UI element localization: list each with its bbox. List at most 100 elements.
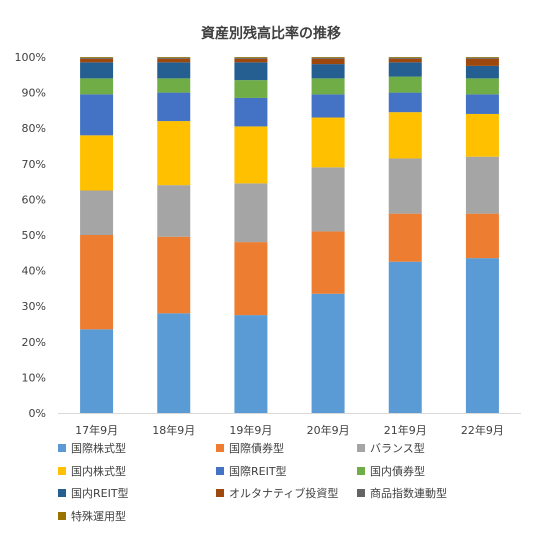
bar-segment xyxy=(388,57,422,58)
bar-segment xyxy=(234,57,268,59)
y-tick-label: 20% xyxy=(22,336,46,349)
bar-segment xyxy=(234,58,268,63)
x-axis: 17年9月 18年9月 19年9月 20年9月 21年9月 22年9月 xyxy=(58,413,521,437)
bar-segment xyxy=(234,242,268,316)
bar-segment xyxy=(388,112,422,159)
bar-segment xyxy=(311,117,345,168)
bar-segment xyxy=(157,92,191,122)
legend-swatch xyxy=(216,489,224,497)
legend-swatch xyxy=(357,489,365,497)
bar-segment xyxy=(388,57,422,59)
bar-segment xyxy=(311,231,345,294)
legend-swatch xyxy=(58,467,66,475)
bar-segment xyxy=(465,58,499,66)
bar-segment xyxy=(80,57,114,58)
legend-swatch xyxy=(58,444,66,452)
bar-segment xyxy=(388,58,422,63)
bar-segment xyxy=(311,94,345,118)
legend-item: 国内REIT型 xyxy=(58,485,129,501)
bar-segment xyxy=(388,158,422,214)
y-tick-label: 10% xyxy=(22,371,46,384)
legend-label: 国際債券型 xyxy=(229,442,284,455)
legend-label: 商品指数連動型 xyxy=(370,487,447,500)
legend-item: 国際株式型 xyxy=(58,440,126,456)
bar-segment xyxy=(80,135,114,191)
x-tick-label: 17年9月 xyxy=(75,423,118,437)
y-tick-label: 90% xyxy=(22,87,46,100)
bar-segment xyxy=(465,156,499,214)
y-tick-label: 70% xyxy=(22,158,46,171)
legend-label: 国際株式型 xyxy=(71,442,126,455)
bar-segment xyxy=(80,58,114,63)
legend-item: オルタナティブ投資型 xyxy=(216,485,338,501)
chart-title: 資産別残高比率の推移 xyxy=(201,25,341,42)
y-tick-label: 30% xyxy=(22,300,46,313)
bar-segment xyxy=(80,57,114,59)
legend-swatch xyxy=(216,467,224,475)
bar-segment xyxy=(157,78,191,93)
bar-segment xyxy=(311,58,345,65)
bar-segment xyxy=(80,78,114,95)
bar-segment xyxy=(311,64,345,79)
bar-segment xyxy=(388,62,422,77)
y-tick-label: 100% xyxy=(15,51,46,64)
legend-item: バランス型 xyxy=(357,440,425,456)
bar-segment xyxy=(311,78,345,95)
x-tick-label: 20年9月 xyxy=(307,423,350,437)
bar-segment xyxy=(465,94,499,114)
legend-item: 国内株式型 xyxy=(58,463,126,479)
bar-segment xyxy=(157,185,191,237)
legend-swatch xyxy=(58,489,66,497)
bar-segment xyxy=(80,329,114,413)
y-tick-label: 40% xyxy=(22,265,46,278)
bar-segment xyxy=(234,80,268,98)
bar-segment xyxy=(388,92,422,113)
bar-segment xyxy=(388,76,422,93)
legend-swatch xyxy=(357,467,365,475)
legend-item: 国際REIT型 xyxy=(216,463,287,479)
bar-segment xyxy=(80,235,114,330)
legend-swatch xyxy=(357,444,365,452)
bar-segment xyxy=(80,62,114,79)
bars xyxy=(80,57,499,413)
bar-segment xyxy=(311,293,345,413)
y-tick-label: 60% xyxy=(22,193,46,206)
bar-segment xyxy=(311,167,345,232)
bar-segment xyxy=(157,57,191,59)
bar-segment xyxy=(465,258,499,413)
legend-swatch xyxy=(216,444,224,452)
bar-segment xyxy=(234,126,268,184)
x-tick-label: 18年9月 xyxy=(152,423,195,437)
legend-label: 国際REIT型 xyxy=(229,465,287,478)
legend-label: オルタナティブ投資型 xyxy=(229,487,339,500)
bar-segment xyxy=(234,57,268,58)
bar-segment xyxy=(388,213,422,262)
bar-segment xyxy=(234,97,268,127)
bar-segment xyxy=(80,94,114,136)
x-tick-label: 19年9月 xyxy=(229,423,272,437)
y-tick-label: 50% xyxy=(22,229,46,242)
bar-segment xyxy=(157,236,191,314)
x-tick-label: 21年9月 xyxy=(384,423,427,437)
bar-segment xyxy=(465,57,499,58)
x-tick-label: 22年9月 xyxy=(461,423,504,437)
bar-segment xyxy=(465,65,499,79)
y-tick-label: 80% xyxy=(22,122,46,135)
bar-segment xyxy=(157,57,191,58)
legend-label: 国内債券型 xyxy=(370,465,425,478)
legend-swatch xyxy=(58,512,66,520)
bar-segment xyxy=(157,58,191,63)
y-axis: 0% 10% 20% 30% 40% 50% 60% 70% 80% 90% 100% xyxy=(15,51,46,420)
bar-segment xyxy=(234,315,268,413)
bar-segment xyxy=(157,121,191,186)
bar-segment xyxy=(311,57,345,59)
legend-item: 国際債券型 xyxy=(216,440,284,456)
bar-segment xyxy=(388,261,422,413)
legend-label: バランス型 xyxy=(370,442,425,455)
bar-segment xyxy=(234,183,268,243)
bar-segment xyxy=(465,213,499,259)
bar-segment xyxy=(157,313,191,413)
bar-segment xyxy=(80,190,114,235)
legend-item: 特殊運用型 xyxy=(58,508,126,524)
